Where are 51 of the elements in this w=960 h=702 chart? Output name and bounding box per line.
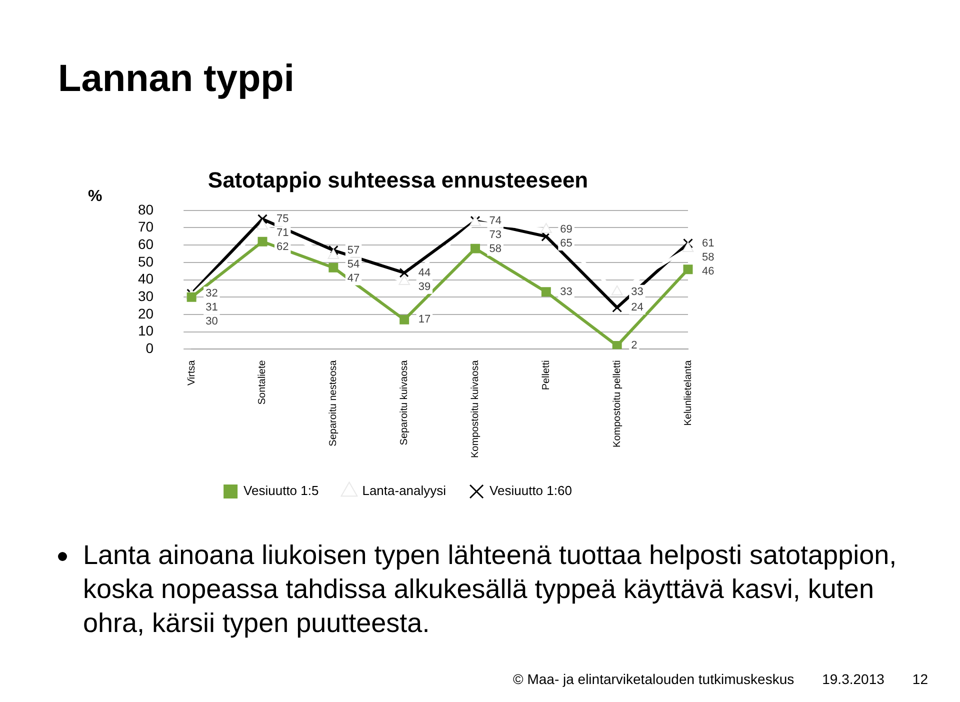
data-label: 39 xyxy=(418,280,431,293)
x-tick-label: Pelletti xyxy=(540,360,552,390)
data-label: 30 xyxy=(206,316,218,328)
data-label: 46 xyxy=(702,265,714,278)
y-tick-label: 0 xyxy=(146,340,154,356)
legend-label: Lanta-analyysi xyxy=(362,483,446,498)
data-label: 44 xyxy=(418,266,431,279)
data-label: 31 xyxy=(206,302,218,314)
y-tick-label: 10 xyxy=(138,322,154,339)
legend-label: Vesiuutto 1:5 xyxy=(244,483,319,498)
data-label: 61 xyxy=(702,237,714,250)
data-label: 24 xyxy=(631,302,644,314)
y-tick-label: 30 xyxy=(138,288,154,304)
data-label: 2 xyxy=(631,340,638,352)
text: Lanta ainoana liukoisen typen lähteenä tuottaa helposti satotappion, koska nopeassa tahdissa alkukesällä typpeä käyttävä kasvi, kuten ohra, kärsii typen puutteesta. xyxy=(83,539,898,640)
data-label: 65 xyxy=(560,238,572,250)
x-tick-label: Kelunlietelanta xyxy=(682,360,694,426)
x-tick-label: Sontaliete xyxy=(257,360,268,405)
y-tick-label: 50 xyxy=(138,253,154,270)
data-label: 32 xyxy=(206,288,218,300)
text: © Maa- ja elintarviketalouden tutkimuskeskus xyxy=(513,671,794,687)
data-label: 58 xyxy=(702,251,714,264)
data-label: 17 xyxy=(418,314,431,326)
data-label: 74 xyxy=(489,214,502,227)
x-tick-label: Virtsa xyxy=(186,360,198,386)
data-label: 69 xyxy=(560,224,572,236)
x-tick-label: Kompostoitu kuivaosa xyxy=(470,360,481,458)
data-label: 33 xyxy=(560,286,572,298)
x-tick-label: Separoitu nesteosa xyxy=(328,360,340,446)
data-label: 71 xyxy=(276,227,289,240)
y-tick-label: 80 xyxy=(138,201,154,218)
y-axis-title: % xyxy=(88,188,102,206)
x-tick-label: Separoitu kuivaosa xyxy=(399,360,410,446)
text: 12 xyxy=(912,671,928,687)
data-label: 57 xyxy=(347,244,360,256)
legend-label: Vesiuutto 1:60 xyxy=(490,483,572,498)
data-label: 73 xyxy=(489,228,502,241)
y-tick-label: 60 xyxy=(138,236,154,252)
data-label: 62 xyxy=(276,241,289,254)
data-label: 75 xyxy=(276,213,289,226)
data-label: 33 xyxy=(631,286,644,298)
chart-title: Lannan typpi xyxy=(58,58,294,101)
data-label: 47 xyxy=(347,272,360,284)
data-label: 54 xyxy=(347,258,360,270)
text: 19.3.2013 xyxy=(822,671,884,687)
y-tick-label: 70 xyxy=(138,218,154,235)
chart-subtitle: Satotappio suhteessa ennusteeseen xyxy=(208,167,588,192)
y-tick-label: 20 xyxy=(138,305,154,322)
x-tick-label: Kompostoitu pelletti xyxy=(612,360,623,448)
y-tick-label: 40 xyxy=(138,270,154,287)
data-label: 58 xyxy=(489,242,502,255)
